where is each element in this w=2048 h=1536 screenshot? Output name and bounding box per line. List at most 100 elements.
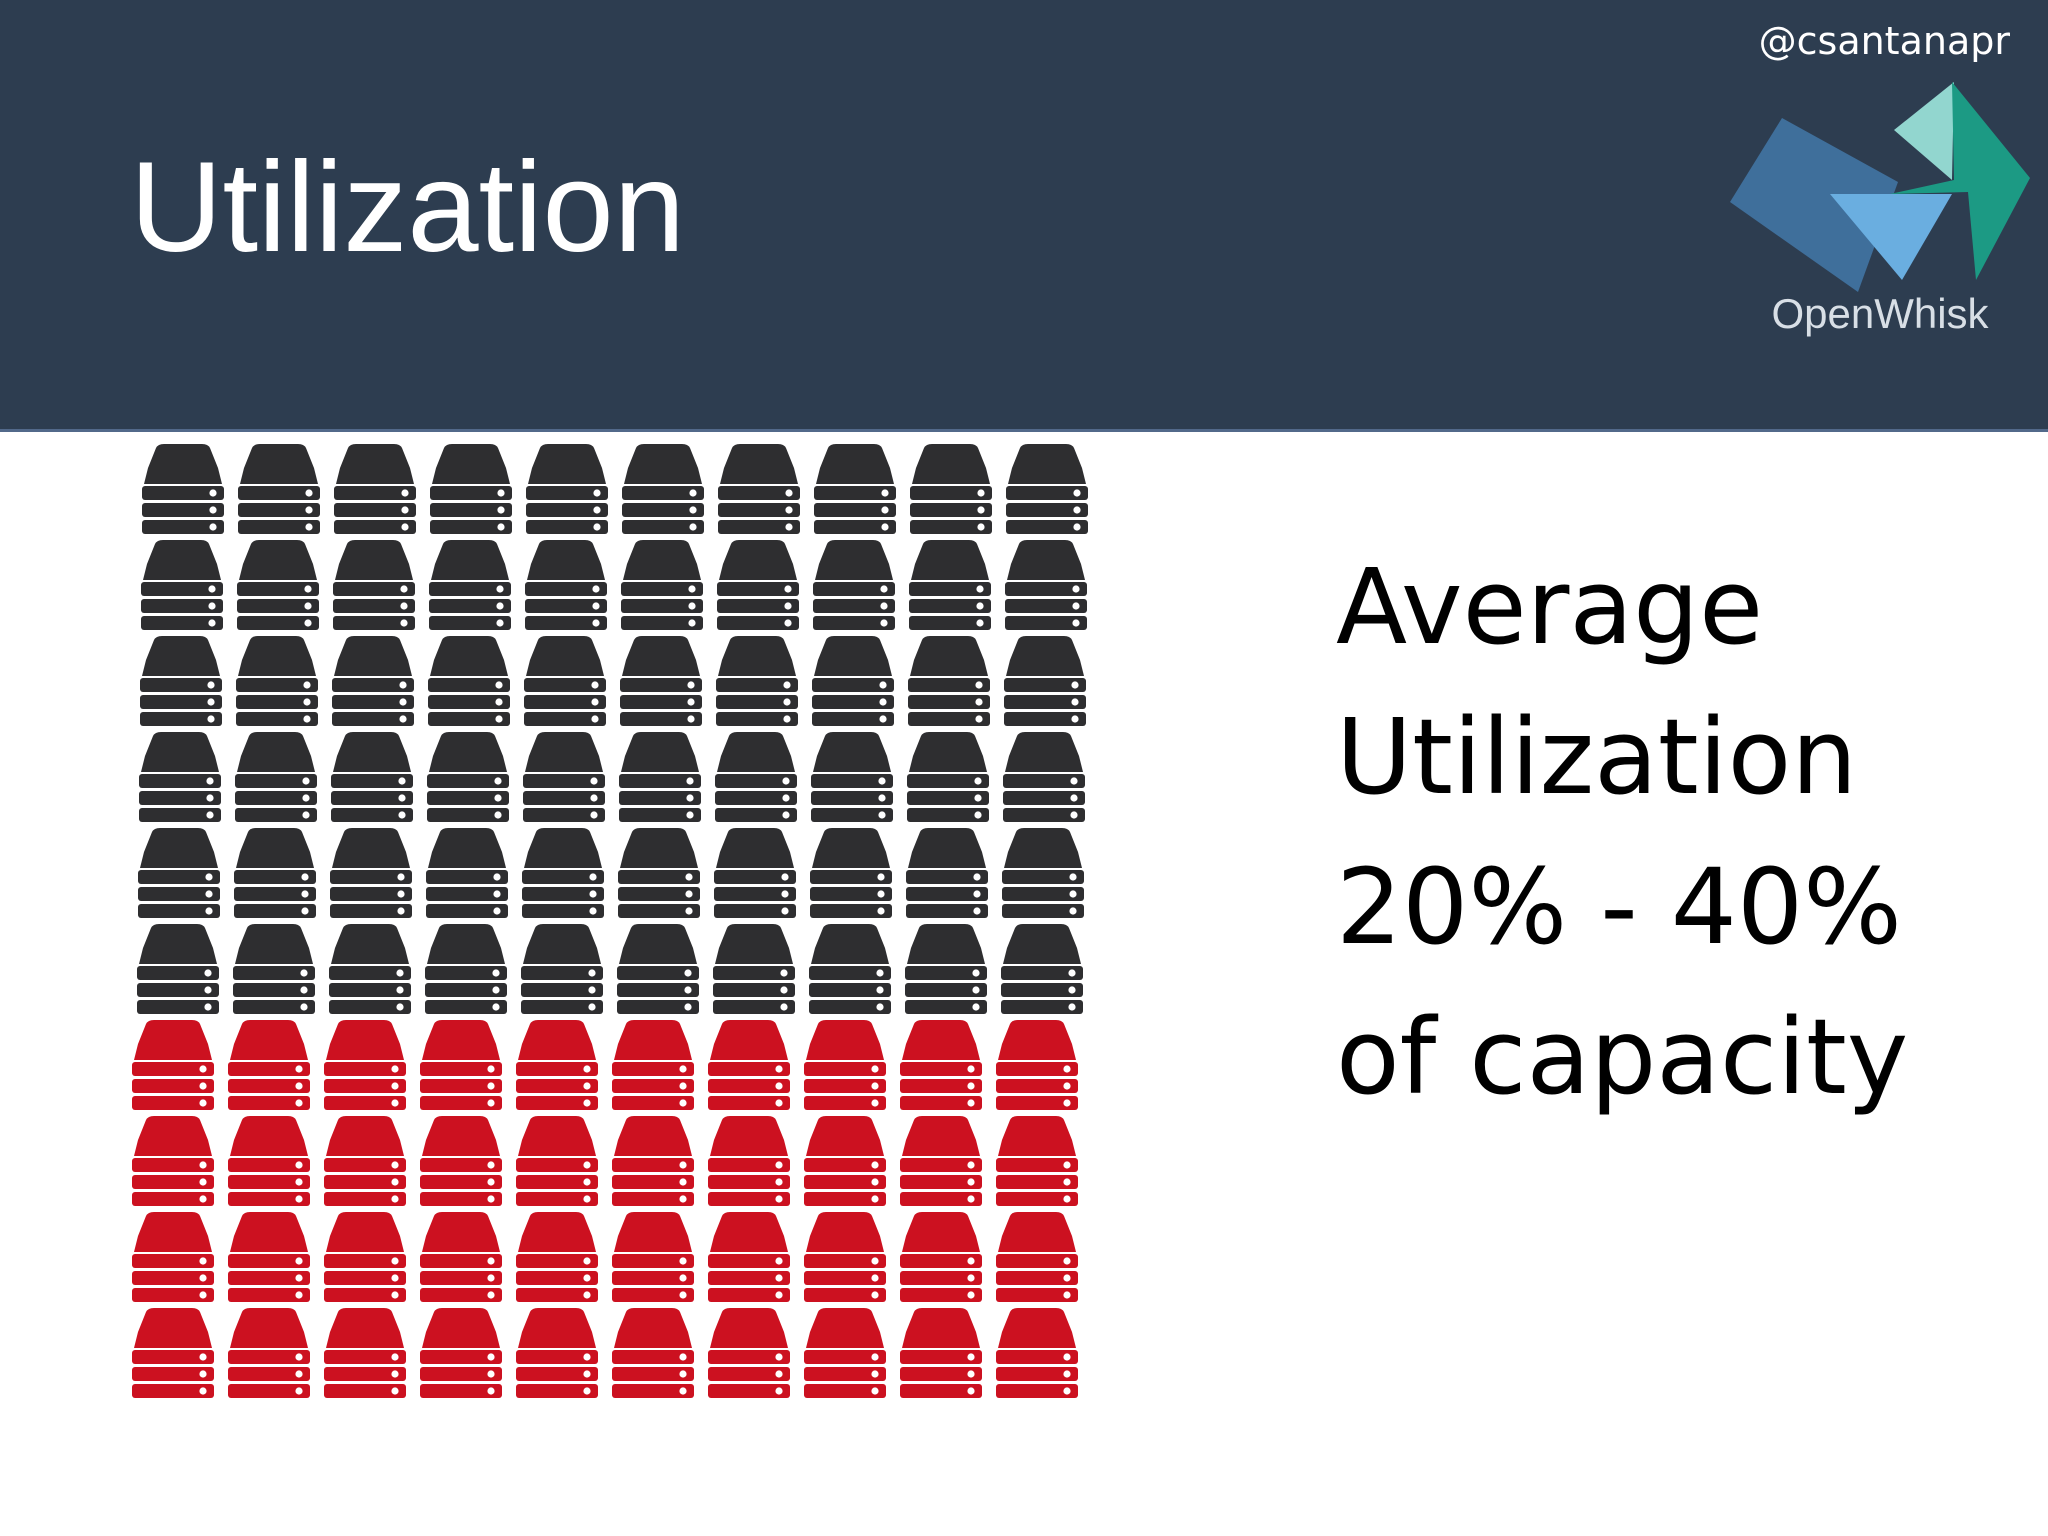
server-icon-red	[804, 1116, 886, 1206]
server-icon-dark	[234, 828, 316, 918]
server-icon-dark	[619, 732, 701, 822]
server-icon-red	[228, 1020, 310, 1110]
logo-wordmark: OpenWhisk	[1771, 290, 1989, 337]
server-icon-dark	[236, 636, 318, 726]
server-icon-dark	[811, 732, 893, 822]
server-icon-dark	[714, 828, 796, 918]
server-icon-red	[324, 1308, 406, 1398]
server-icon-red	[420, 1212, 502, 1302]
server-icon-red	[324, 1020, 406, 1110]
server-icon-dark	[331, 732, 413, 822]
server-icon-red	[420, 1116, 502, 1206]
server-icon-red	[132, 1308, 214, 1398]
server-icon-red	[900, 1020, 982, 1110]
server-icon-dark	[137, 924, 219, 1014]
server-icon-red	[996, 1308, 1078, 1398]
server-icon-dark	[525, 540, 607, 630]
slide-title: Utilization	[130, 136, 685, 279]
server-icon-dark	[716, 636, 798, 726]
server-icon-dark	[1003, 732, 1085, 822]
server-icon-dark	[909, 540, 991, 630]
server-icon-red	[708, 1212, 790, 1302]
server-icon-red	[420, 1308, 502, 1398]
server-icon-dark	[333, 540, 415, 630]
server-icon-dark	[717, 540, 799, 630]
server-icon-dark	[139, 732, 221, 822]
server-icon-dark	[905, 924, 987, 1014]
server-icon-dark	[140, 636, 222, 726]
server-icon-dark	[334, 444, 416, 534]
server-icon-dark	[238, 444, 320, 534]
server-icon-dark	[329, 924, 411, 1014]
server-icon-red	[612, 1020, 694, 1110]
server-icon-red	[132, 1212, 214, 1302]
caption-line: Utilization	[1336, 696, 1858, 818]
author-handle: @csantanapr	[1758, 19, 2010, 63]
server-icon-red	[228, 1116, 310, 1206]
server-grid	[128, 444, 1098, 1406]
server-icon-dark	[142, 444, 224, 534]
server-icon-red	[900, 1116, 982, 1206]
server-icon-red	[228, 1308, 310, 1398]
server-icon-red	[516, 1308, 598, 1398]
server-icon-dark	[812, 636, 894, 726]
server-icon-red	[900, 1308, 982, 1398]
server-icon-dark	[618, 828, 700, 918]
server-icon-dark	[429, 540, 511, 630]
server-icon-dark	[427, 732, 509, 822]
server-icon-red	[324, 1116, 406, 1206]
server-icon-red	[900, 1212, 982, 1302]
server-icon-dark	[1002, 828, 1084, 918]
server-icon-red	[132, 1020, 214, 1110]
server-icon-dark	[718, 444, 800, 534]
server-icon-red	[804, 1212, 886, 1302]
server-icon-dark	[810, 828, 892, 918]
server-icon-dark	[521, 924, 603, 1014]
server-icon-red	[228, 1212, 310, 1302]
server-icon-red	[516, 1020, 598, 1110]
server-icon-dark	[622, 444, 704, 534]
server-icon-dark	[430, 444, 512, 534]
openwhisk-logo-icon	[1730, 82, 2030, 292]
server-icon-dark	[907, 732, 989, 822]
server-icon-dark	[428, 636, 510, 726]
server-icon-red	[516, 1212, 598, 1302]
server-icon-dark	[138, 828, 220, 918]
server-icon-red	[516, 1116, 598, 1206]
server-icon-red	[804, 1020, 886, 1110]
server-icon-dark	[1006, 444, 1088, 534]
server-icon-dark	[426, 828, 508, 918]
server-icon-dark	[813, 540, 895, 630]
server-icon-dark	[617, 924, 699, 1014]
server-icon-dark	[814, 444, 896, 534]
server-icon-red	[804, 1308, 886, 1398]
utilization-caption: Average Utilization 20% - 40% of capacit…	[1336, 532, 2016, 1132]
server-icon-red	[612, 1116, 694, 1206]
server-icon-dark	[715, 732, 797, 822]
server-icon-red	[996, 1212, 1078, 1302]
server-icon-dark	[330, 828, 412, 918]
server-icon-red	[708, 1308, 790, 1398]
server-icon-dark	[522, 828, 604, 918]
server-icon-dark	[526, 444, 608, 534]
caption-line: 20% - 40%	[1336, 846, 1902, 968]
server-icon-dark	[235, 732, 317, 822]
server-icon-red	[708, 1020, 790, 1110]
server-icon-red	[420, 1020, 502, 1110]
server-icon-red	[612, 1308, 694, 1398]
server-icon-red	[324, 1212, 406, 1302]
server-icon-dark	[237, 540, 319, 630]
server-icon-dark	[1001, 924, 1083, 1014]
server-icon-dark	[1004, 636, 1086, 726]
server-icon-dark	[713, 924, 795, 1014]
server-icon-dark	[524, 636, 606, 726]
server-icon-dark	[233, 924, 315, 1014]
server-icon-dark	[332, 636, 414, 726]
server-icon-dark	[621, 540, 703, 630]
server-icon-dark	[523, 732, 605, 822]
server-icon-red	[708, 1116, 790, 1206]
server-icon-dark	[425, 924, 507, 1014]
server-icon-dark	[910, 444, 992, 534]
server-icon-dark	[809, 924, 891, 1014]
header-bar: Utilization @csantanapr OpenWhisk	[0, 0, 2048, 432]
